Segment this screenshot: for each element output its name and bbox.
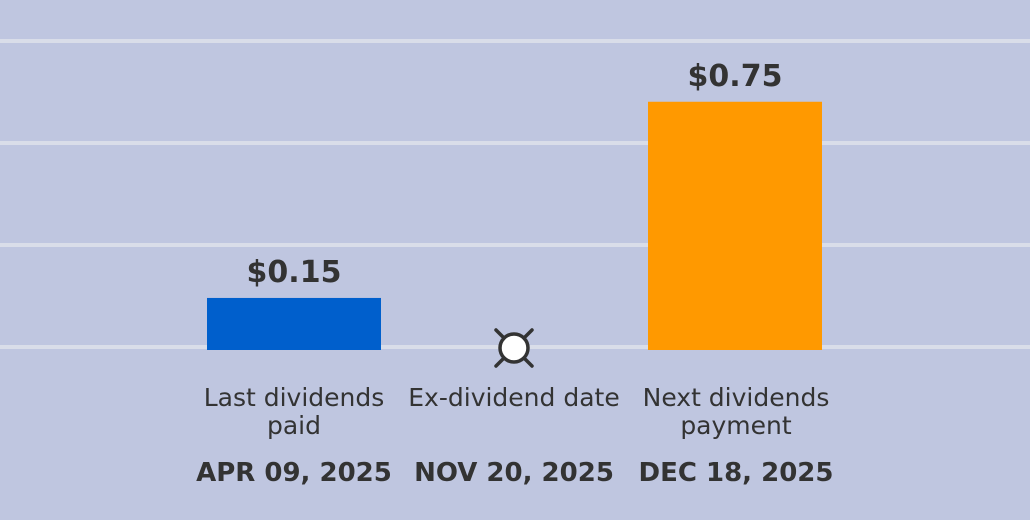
category-label-next-dividends: Next dividends payment (642, 383, 830, 440)
date-label-ex-dividend: NOV 20, 2025 (414, 458, 614, 488)
ex-dividend-marker-icon (494, 328, 534, 368)
marker-tick (522, 328, 534, 340)
marker-tick (522, 356, 534, 368)
bar-value-label: $0.75 (688, 59, 783, 94)
date-label-next-dividends: DEC 18, 2025 (638, 458, 834, 488)
bar-value-label: $0.15 (247, 255, 342, 290)
bar (648, 101, 822, 350)
marker-tick (494, 328, 506, 340)
category-label-last-dividends: Last dividends paid (203, 383, 385, 440)
marker-circle (498, 332, 530, 364)
marker-tick (494, 356, 506, 368)
bar (207, 297, 381, 350)
date-label-last-dividends: APR 09, 2025 (196, 458, 392, 488)
category-label-ex-dividend: Ex-dividend date (408, 383, 620, 412)
